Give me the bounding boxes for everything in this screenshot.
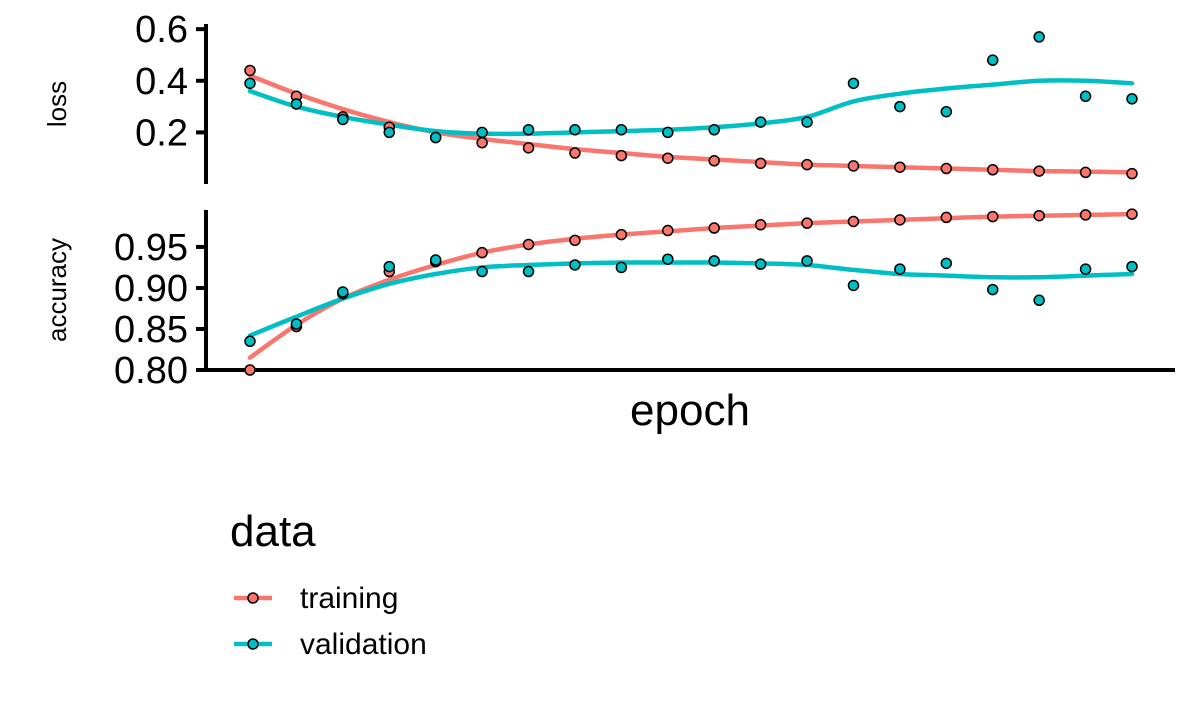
point-validation	[383, 260, 396, 273]
point-validation	[429, 131, 442, 144]
point-training	[1079, 209, 1092, 221]
point-validation	[708, 255, 720, 267]
point-training	[986, 164, 999, 176]
y-tick-label: 0.95	[114, 227, 188, 269]
point-validation	[476, 126, 488, 139]
smooth-line-validation	[247, 260, 1135, 338]
panel-accuracy: 0.800.850.900.95 accuracy	[42, 208, 1175, 392]
legend: data training validation	[230, 507, 427, 661]
point-validation	[847, 279, 860, 292]
point-training	[615, 228, 628, 241]
point-training	[754, 219, 767, 231]
point-training	[708, 222, 720, 234]
x-axis-label: epoch	[630, 386, 750, 435]
legend-item-training: training	[234, 582, 398, 615]
smooth-line-validation	[247, 78, 1135, 137]
point-training	[1126, 167, 1138, 180]
point-training	[940, 211, 953, 224]
panel-loss: 0.2 0.4 0.6 loss	[42, 9, 1138, 184]
point-validation	[801, 116, 813, 128]
point-training	[569, 234, 581, 247]
legend-label: validation	[300, 628, 427, 661]
legend-label: training	[300, 582, 398, 615]
point-validation	[290, 318, 303, 330]
y-tick-label: 0.90	[114, 268, 188, 310]
point-validation	[569, 259, 581, 271]
point-validation	[615, 124, 628, 136]
point-training	[244, 364, 256, 376]
point-training	[615, 149, 628, 162]
point-validation	[615, 261, 628, 274]
point-validation	[1126, 93, 1138, 105]
point-validation	[290, 98, 303, 110]
point-validation	[1033, 31, 1045, 43]
point-validation	[569, 124, 581, 136]
point-validation	[1079, 263, 1092, 275]
point-validation	[522, 124, 535, 136]
y-axis-label-accuracy: accuracy	[42, 238, 72, 342]
point-training	[1079, 166, 1092, 179]
point-validation	[662, 126, 674, 139]
legend-key-point	[247, 638, 259, 650]
y-axis-label-loss: loss	[42, 81, 72, 127]
point-validation	[847, 77, 860, 90]
point-training	[476, 246, 488, 259]
point-validation	[244, 77, 256, 90]
point-training	[894, 214, 906, 226]
y-tick-label: 0.2	[135, 112, 188, 154]
point-training	[801, 217, 813, 229]
point-training	[1033, 165, 1045, 177]
point-training	[754, 157, 767, 170]
point-training	[244, 64, 256, 77]
point-validation	[894, 100, 906, 113]
point-training	[522, 238, 535, 251]
point-training	[940, 162, 953, 175]
point-training	[801, 158, 813, 171]
point-validation	[383, 126, 396, 139]
point-validation	[708, 124, 720, 136]
point-validation	[244, 335, 256, 348]
point-validation	[986, 283, 999, 296]
point-training	[662, 152, 674, 164]
point-validation	[1126, 260, 1138, 273]
point-validation	[476, 265, 488, 278]
point-validation	[940, 257, 953, 270]
point-training	[986, 210, 999, 223]
point-validation	[1033, 294, 1045, 307]
y-tick-label: 0.80	[114, 350, 188, 392]
legend-title: data	[230, 507, 316, 556]
point-validation	[894, 263, 906, 275]
point-validation	[754, 116, 767, 128]
point-validation	[337, 286, 349, 298]
point-training	[894, 161, 906, 173]
legend-key-point	[247, 592, 259, 604]
legend-entries: training validation	[234, 582, 427, 661]
plot-panels: 0.2 0.4 0.6 loss 0.800.850.900.95 accuracy	[42, 9, 1175, 392]
point-training	[708, 155, 720, 167]
point-training	[476, 136, 488, 149]
point-validation	[1079, 90, 1092, 103]
point-training	[662, 224, 674, 237]
y-tick-label: 0.4	[135, 61, 188, 103]
y-tick-label: 0.85	[114, 309, 188, 351]
y-tick-label: 0.6	[135, 9, 188, 51]
point-validation	[940, 105, 953, 118]
point-training	[569, 147, 581, 159]
point-validation	[337, 113, 349, 126]
point-training	[847, 160, 860, 172]
point-validation	[522, 265, 535, 278]
point-training	[522, 142, 535, 154]
point-training	[1033, 209, 1045, 222]
point-training	[847, 215, 860, 228]
point-validation	[986, 54, 999, 66]
point-validation	[801, 255, 813, 267]
point-validation	[754, 258, 767, 270]
point-training	[1126, 208, 1138, 220]
legend-item-validation: validation	[234, 628, 427, 661]
point-validation	[429, 254, 442, 266]
point-validation	[662, 253, 674, 265]
